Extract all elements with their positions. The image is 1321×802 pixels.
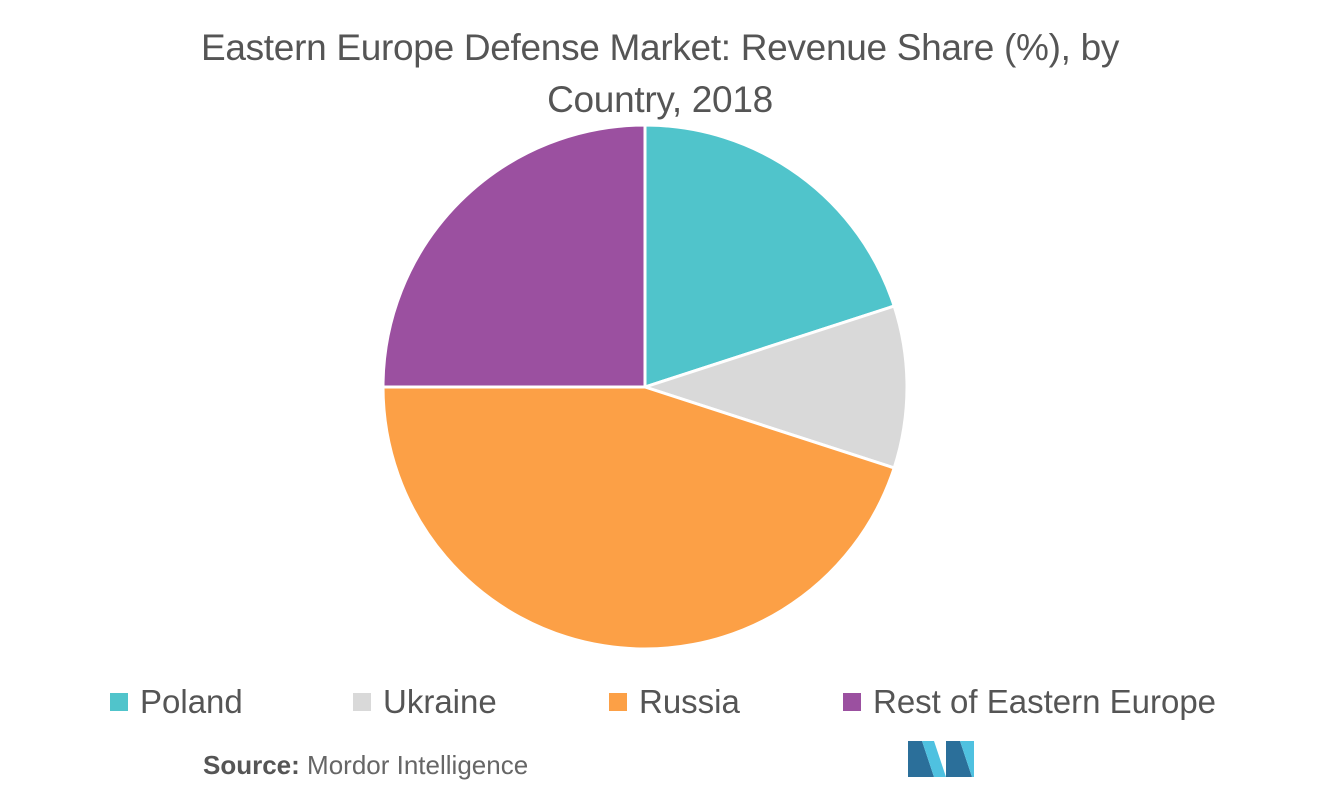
source-label: Source: [203, 750, 300, 780]
pie-slice-rest-of-eastern-europe [381, 123, 647, 389]
source-text: Mordor Intelligence [307, 750, 529, 780]
legend-swatch-ukraine [353, 693, 371, 711]
legend-label-poland: Poland [140, 683, 243, 720]
chart-title: Eastern Europe Defense Market: Revenue S… [160, 22, 1160, 126]
legend-label-rest-of-eastern-europe: Rest of Eastern Europe [873, 683, 1217, 720]
logo-shape-left [908, 741, 934, 777]
legend-label-ukraine: Ukraine [383, 683, 497, 720]
chart-title-line-2: Country, 2018 [547, 79, 773, 120]
pie-slice-russia [381, 385, 896, 651]
legend-item-poland: Poland [110, 680, 243, 724]
logo-shape-mid-dark [946, 741, 972, 777]
chart-title-line-1: Eastern Europe Defense Market: Revenue S… [200, 27, 1120, 68]
legend-item-rest-of-eastern-europe: Rest of Eastern Europe [843, 680, 1216, 724]
source-note: Source: Mordor Intelligence [203, 750, 528, 781]
legend-swatch-rest-of-eastern-europe [843, 693, 861, 711]
legend: Poland Ukraine Russia Rest of Eastern Eu… [0, 680, 1321, 724]
pie-slices [381, 123, 909, 651]
legend-item-ukraine: Ukraine [353, 680, 497, 724]
logo-shape-right [960, 741, 974, 777]
pie-slice-ukraine [643, 304, 909, 470]
legend-label-russia: Russia [639, 683, 740, 720]
legend-swatch-russia [609, 693, 627, 711]
pie-slice-poland [643, 123, 896, 389]
mordor-intelligence-logo-icon [908, 741, 974, 777]
legend-item-russia: Russia [609, 680, 740, 724]
legend-swatch-poland [110, 693, 128, 711]
logo-shape-mid-light [922, 741, 946, 777]
